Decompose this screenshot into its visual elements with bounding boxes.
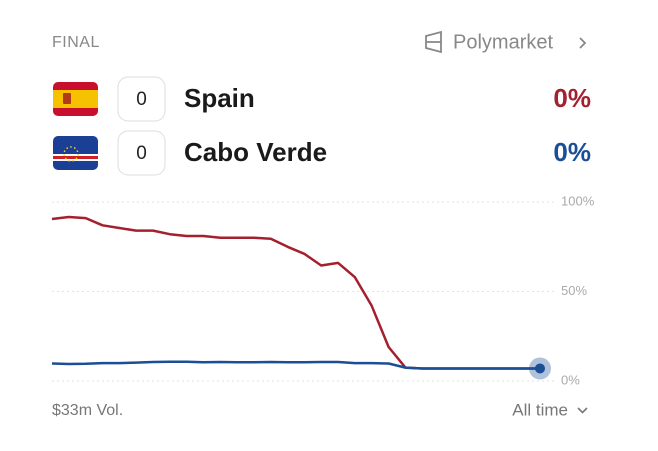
y-tick-label: 0% (561, 372, 580, 387)
range: All time (512, 400, 568, 419)
y-tick-label: 100% (561, 193, 595, 208)
chart: 0% 50% 100% (51, 193, 595, 387)
flag-spain (53, 82, 98, 116)
volume: $33m Vol. (52, 402, 123, 419)
end-dot (535, 363, 545, 374)
flag-cabo-verde (53, 136, 98, 170)
score: 0 (136, 143, 147, 164)
chevron (579, 37, 587, 49)
team-name: Spain (184, 83, 255, 113)
series-line (51, 360, 540, 370)
source-icon (425, 30, 442, 54)
team-chance: 0% (553, 83, 591, 113)
chevron (577, 407, 588, 414)
score-box (117, 76, 166, 122)
y-tick-label: 50% (561, 283, 587, 298)
status: FINAL (52, 34, 100, 51)
team-name: Cabo Verde (184, 137, 327, 167)
score-box (117, 130, 166, 176)
team-chance: 0% (553, 137, 591, 167)
source: Polymarket (453, 31, 553, 53)
range-selector[interactable]: All time (512, 400, 588, 419)
score: 0 (136, 89, 147, 110)
source-link[interactable]: Polymarket (425, 30, 587, 54)
